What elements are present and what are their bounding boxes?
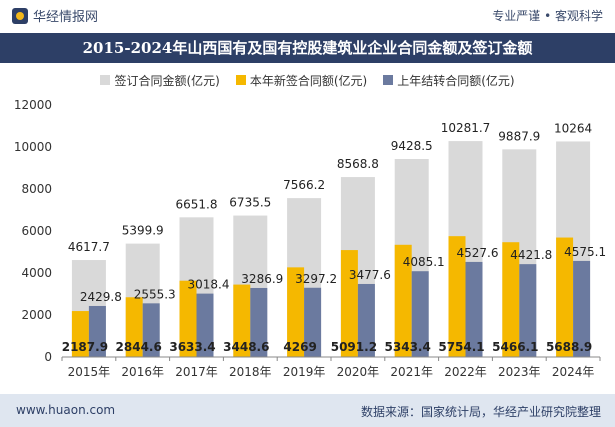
x-tick-label: 2017年 [175, 365, 218, 379]
chart-title: 2015-2024年山西国有及国有控股建筑业企业合同金额及签订金额 [0, 33, 615, 63]
data-label-carry: 2429.8 [80, 290, 122, 304]
data-label-total: 6735.5 [229, 196, 271, 210]
bar-new [448, 236, 466, 357]
top-bar: 华经情报网 专业严谨 • 客观科学 [0, 0, 615, 33]
brand: 华经情报网 [12, 6, 98, 25]
bar-carry [88, 305, 106, 357]
x-tick-label: 2021年 [390, 365, 433, 379]
data-label-new: 2844.6 [116, 340, 162, 354]
bar-carry [573, 260, 591, 357]
legend-swatch-total [100, 75, 111, 85]
bar-carry [142, 303, 160, 357]
tagline: 专业严谨 • 客观科学 [492, 9, 603, 23]
bar-new [179, 280, 197, 357]
x-tick-label: 2015年 [68, 365, 111, 379]
logo-icon [12, 7, 28, 24]
legend-item-total: 签订合同金额(亿元) [100, 70, 220, 90]
bar-carry [357, 283, 375, 357]
x-tick-label: 2018年 [229, 365, 272, 379]
data-label-new: 5466.1 [492, 340, 538, 354]
data-label-total: 10264 [554, 121, 592, 135]
bar-carry [465, 261, 483, 357]
data-label-new: 5343.4 [385, 340, 431, 354]
y-tick-label: 8000 [21, 182, 52, 196]
website-link[interactable]: www.huaon.com [16, 403, 116, 417]
x-tick-label: 2019年 [283, 365, 326, 379]
data-label-carry: 4527.6 [457, 246, 499, 260]
data-label-carry: 4421.8 [510, 248, 552, 262]
legend-label-carry: 上年结转合同额(亿元) [397, 73, 515, 88]
data-label-carry: 3477.6 [349, 268, 391, 282]
data-label-new: 5091.2 [331, 340, 377, 354]
bar-carry [411, 271, 429, 357]
x-tick-label: 2016年 [121, 365, 164, 379]
legend-item-new: 本年新签合同额(亿元) [235, 70, 368, 90]
data-label-new: 5754.1 [438, 340, 484, 354]
bar-new [556, 237, 574, 357]
bar-carry [519, 264, 537, 357]
legend-swatch-new [235, 75, 246, 85]
y-tick-label: 0 [44, 350, 52, 364]
data-label-total: 5399.9 [122, 224, 164, 238]
data-label-carry: 3018.4 [188, 278, 230, 292]
x-tick-label: 2020年 [337, 365, 380, 379]
legend-label-new: 本年新签合同额(亿元) [249, 73, 368, 88]
data-label-total: 9428.5 [391, 139, 433, 153]
data-label-new: 3448.6 [223, 340, 269, 354]
bar-chart: 0 2000 4000 6000 8000 10000 12000 4617.7 2429.8… [14, 98, 606, 379]
x-tick-label: 2024年 [552, 365, 595, 379]
bar-carry [250, 287, 268, 357]
x-tick-label: 2023年 [498, 365, 541, 379]
y-tick-label: 2000 [21, 308, 52, 322]
bar-carry [196, 293, 214, 357]
data-source: 数据来源：国家统计局，华经产业研究院整理 [360, 405, 601, 419]
legend-item-carry: 上年结转合同额(亿元) [383, 70, 515, 90]
data-label-carry: 2555.3 [134, 287, 176, 301]
y-tick-label: 6000 [21, 224, 52, 238]
data-label-total: 6651.8 [176, 197, 218, 211]
data-label-carry: 3297.2 [295, 272, 337, 286]
bar-new [287, 267, 305, 357]
bar-new [71, 311, 89, 357]
y-tick-label: 10000 [14, 140, 52, 154]
data-label-total: 9887.9 [498, 129, 540, 143]
y-tick-label: 4000 [21, 266, 52, 280]
bar-new [233, 284, 251, 357]
data-label-new: 3633.4 [169, 340, 215, 354]
data-label-total: 4617.7 [68, 240, 110, 254]
legend: 签订合同金额(亿元) 本年新签合同额(亿元) 上年结转合同额(亿元) [0, 70, 615, 90]
brand-name: 华经情报网 [33, 10, 99, 25]
bar-new [502, 242, 520, 357]
bar-new [394, 244, 412, 357]
footer: www.huaon.com 数据来源：国家统计局，华经产业研究院整理 [0, 394, 615, 427]
legend-label-total: 签订合同金额(亿元) [114, 73, 220, 88]
data-label-total: 10281.7 [441, 121, 491, 135]
data-label-total: 8568.8 [337, 157, 379, 171]
bar-new [340, 250, 358, 357]
data-label-new: 2187.9 [62, 340, 108, 354]
data-label-carry: 3286.9 [241, 272, 283, 286]
y-tick-label: 12000 [14, 98, 52, 112]
data-label-carry: 4575.1 [564, 245, 606, 259]
x-tick-label: 2022年 [444, 365, 487, 379]
legend-swatch-carry [383, 75, 394, 85]
bar-new [125, 297, 143, 357]
bar-carry [304, 287, 322, 357]
data-label-total: 7566.2 [283, 178, 325, 192]
data-label-carry: 4085.1 [403, 255, 445, 269]
data-label-new: 4269 [283, 340, 316, 354]
data-label-new: 5688.9 [546, 340, 592, 354]
